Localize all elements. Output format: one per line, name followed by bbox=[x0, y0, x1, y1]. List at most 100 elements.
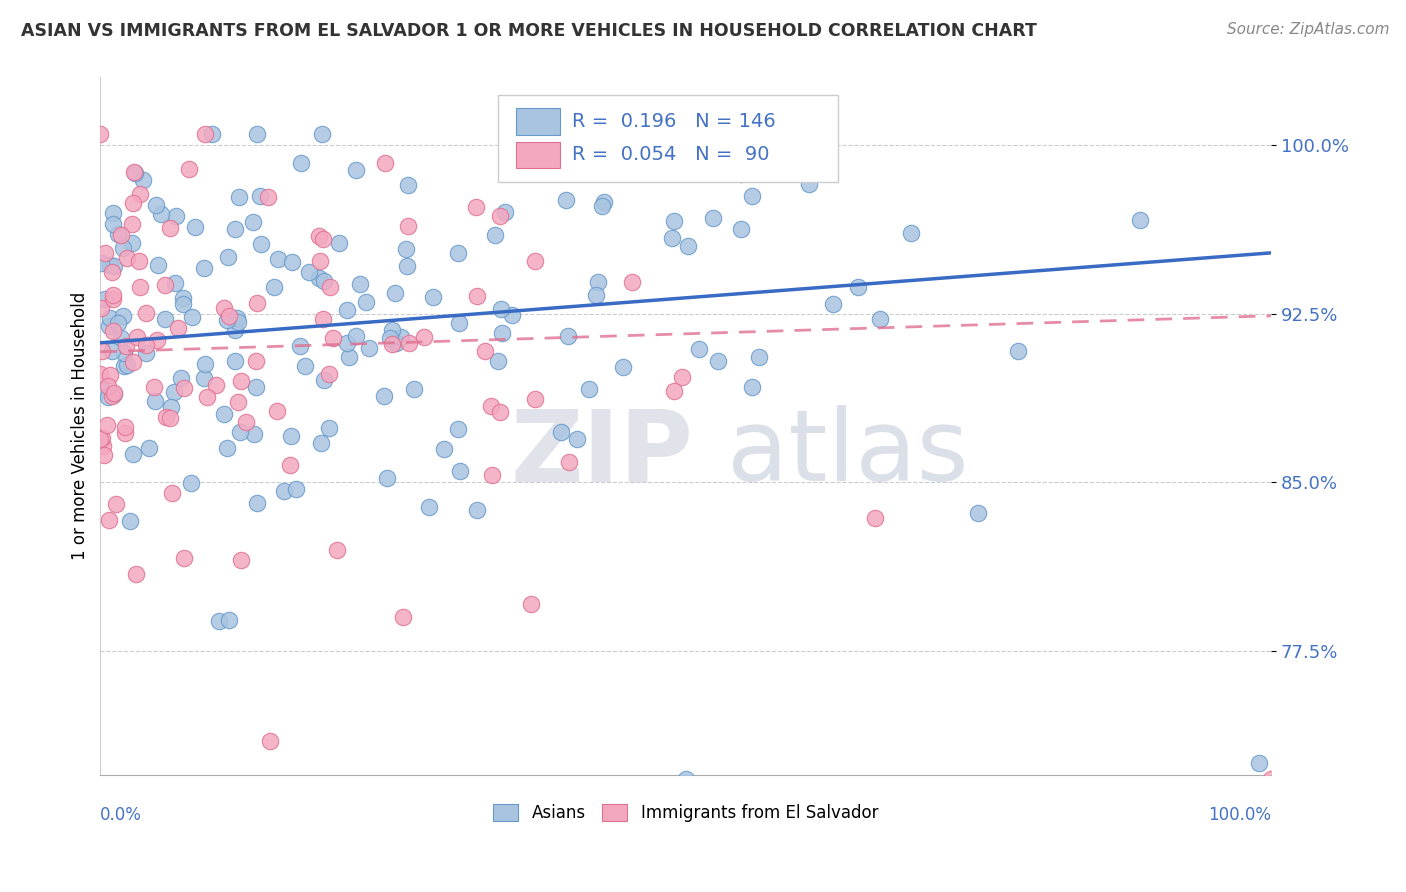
Point bbox=[447, 245, 470, 260]
Point bbox=[197, 390, 219, 404]
Point bbox=[218, 613, 240, 627]
Point bbox=[676, 239, 699, 253]
Point bbox=[173, 381, 195, 395]
Point bbox=[900, 226, 922, 240]
Point bbox=[242, 215, 264, 229]
Point bbox=[112, 345, 135, 359]
Point bbox=[122, 355, 145, 369]
Point bbox=[380, 331, 402, 345]
Point bbox=[344, 329, 367, 343]
Point bbox=[741, 188, 763, 202]
Point bbox=[101, 293, 124, 307]
Point bbox=[311, 232, 333, 246]
Point bbox=[143, 379, 166, 393]
Point bbox=[1249, 756, 1271, 771]
Point bbox=[172, 291, 194, 305]
Point bbox=[730, 167, 752, 181]
Point bbox=[231, 552, 253, 566]
Point bbox=[229, 374, 252, 388]
Point bbox=[93, 448, 115, 462]
Text: Source: ZipAtlas.com: Source: ZipAtlas.com bbox=[1226, 22, 1389, 37]
Point bbox=[103, 206, 125, 220]
Point bbox=[591, 199, 613, 213]
Point bbox=[125, 567, 148, 582]
Point bbox=[212, 408, 235, 422]
Point bbox=[449, 464, 471, 478]
Point bbox=[114, 425, 136, 440]
Point bbox=[318, 421, 340, 435]
Point bbox=[215, 442, 238, 456]
Point bbox=[155, 410, 177, 425]
Point bbox=[336, 335, 359, 350]
Point bbox=[101, 324, 124, 338]
Point bbox=[259, 734, 281, 748]
Point bbox=[97, 513, 120, 527]
Point bbox=[122, 165, 145, 179]
Point bbox=[97, 379, 120, 393]
Point bbox=[319, 280, 342, 294]
Point bbox=[166, 321, 188, 335]
Point bbox=[163, 384, 186, 399]
Point bbox=[205, 378, 228, 392]
Point bbox=[163, 277, 186, 291]
Text: 0.0%: 0.0% bbox=[100, 806, 142, 824]
Point bbox=[578, 382, 600, 396]
Point bbox=[224, 221, 246, 235]
Point bbox=[98, 368, 121, 383]
Point bbox=[1260, 772, 1282, 786]
Point bbox=[495, 204, 517, 219]
Point bbox=[967, 506, 990, 520]
Point bbox=[110, 227, 132, 242]
Point bbox=[557, 329, 579, 343]
Point bbox=[135, 306, 157, 320]
Point bbox=[339, 351, 361, 365]
Point bbox=[135, 338, 157, 352]
Point bbox=[89, 367, 111, 381]
Y-axis label: 1 or more Vehicles in Household: 1 or more Vehicles in Household bbox=[72, 292, 89, 560]
Point bbox=[94, 292, 117, 306]
Point bbox=[90, 255, 112, 269]
Point bbox=[145, 198, 167, 212]
Point bbox=[294, 359, 316, 374]
Point bbox=[465, 200, 488, 214]
Point bbox=[97, 390, 120, 404]
Point bbox=[121, 217, 143, 231]
Text: R =  0.196   N = 146: R = 0.196 N = 146 bbox=[572, 112, 776, 131]
Point bbox=[267, 252, 290, 266]
Point bbox=[588, 275, 610, 289]
Point bbox=[226, 395, 249, 409]
Point bbox=[398, 336, 420, 351]
Point bbox=[217, 313, 239, 327]
Point bbox=[94, 245, 117, 260]
Point bbox=[138, 441, 160, 455]
Point bbox=[308, 271, 330, 285]
Point bbox=[170, 371, 193, 385]
Point bbox=[103, 287, 125, 301]
Point bbox=[111, 241, 134, 255]
Point bbox=[671, 370, 693, 384]
Point bbox=[159, 221, 181, 235]
Text: 100.0%: 100.0% bbox=[1208, 806, 1271, 824]
Point bbox=[308, 228, 330, 243]
Point bbox=[243, 426, 266, 441]
Point bbox=[328, 236, 350, 251]
Point bbox=[354, 295, 377, 310]
Point bbox=[869, 312, 891, 326]
Point bbox=[201, 127, 224, 141]
Text: atlas: atlas bbox=[727, 405, 969, 502]
Point bbox=[155, 278, 177, 293]
Point bbox=[249, 236, 271, 251]
Point bbox=[194, 127, 217, 141]
Point bbox=[129, 280, 152, 294]
Point bbox=[115, 358, 138, 372]
Point bbox=[375, 470, 398, 484]
Point bbox=[523, 392, 546, 407]
Point bbox=[117, 252, 139, 266]
Point bbox=[501, 308, 523, 322]
Point bbox=[488, 405, 510, 419]
Point bbox=[224, 323, 246, 337]
Point bbox=[312, 312, 335, 326]
Point bbox=[98, 258, 121, 272]
Point bbox=[823, 297, 845, 311]
Point bbox=[688, 342, 710, 356]
